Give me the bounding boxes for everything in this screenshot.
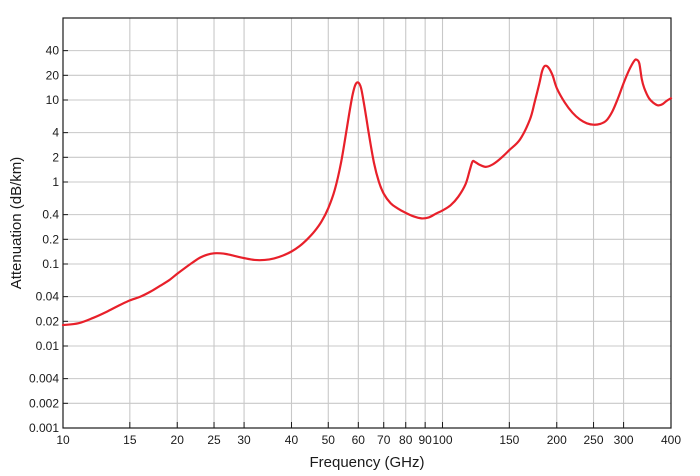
plot-frame bbox=[62, 17, 672, 429]
y-tick-label: 0.01 bbox=[36, 339, 60, 353]
y-tick-label: 20 bbox=[46, 68, 60, 82]
x-tick-label: 10 bbox=[56, 433, 70, 447]
y-tick-label: 0.1 bbox=[42, 257, 59, 271]
x-tick-label: 150 bbox=[499, 433, 519, 447]
y-tick-label: 40 bbox=[46, 44, 60, 58]
attenuation-series-line bbox=[61, 58, 673, 327]
x-tick-label: 50 bbox=[322, 433, 336, 447]
y-tick-label: 0.02 bbox=[36, 314, 60, 328]
x-tick-labels: 10 15 20 25 30 40 50 60 70 80 90 100 150 200 250 300 400 bbox=[56, 433, 681, 447]
x-axis-title: Frequency (GHz) bbox=[309, 454, 424, 471]
x-tick-label: 90 bbox=[418, 433, 432, 447]
x-tick-label: 70 bbox=[377, 433, 391, 447]
y-tick-label: 0.2 bbox=[42, 232, 59, 246]
x-tick-label: 250 bbox=[584, 433, 604, 447]
tick-marks bbox=[62, 50, 672, 429]
y-axis-title: Attenuation (dB/km) bbox=[8, 157, 25, 290]
x-tick-label: 30 bbox=[237, 433, 251, 447]
y-tick-label: 0.004 bbox=[29, 372, 59, 386]
x-tick-label: 80 bbox=[399, 433, 413, 447]
x-tick-label: 200 bbox=[547, 433, 567, 447]
x-tick-label: 40 bbox=[285, 433, 299, 447]
series-layer bbox=[61, 58, 673, 327]
y-tick-label: 0.002 bbox=[29, 396, 59, 410]
y-tick-labels: 0.001 0.002 0.004 0.01 0.02 0.04 0.1 0.2 0.4 1 2 4 1… bbox=[29, 44, 59, 435]
y-tick-label: 0.4 bbox=[42, 208, 59, 222]
x-tick-label: 400 bbox=[661, 433, 681, 447]
x-tick-label: 100 bbox=[432, 433, 452, 447]
x-tick-label: 20 bbox=[171, 433, 185, 447]
y-tick-label: 1 bbox=[52, 175, 59, 189]
y-tick-label: 4 bbox=[52, 126, 59, 140]
x-tick-label: 300 bbox=[614, 433, 634, 447]
y-tick-label: 0.04 bbox=[36, 290, 60, 304]
x-tick-label: 60 bbox=[352, 433, 366, 447]
y-tick-label: 10 bbox=[46, 93, 60, 107]
y-tick-label: 0.001 bbox=[29, 421, 59, 435]
x-tick-label: 25 bbox=[207, 433, 221, 447]
y-tick-label: 2 bbox=[52, 150, 59, 164]
grid-lines bbox=[63, 18, 671, 428]
x-tick-label: 15 bbox=[123, 433, 137, 447]
